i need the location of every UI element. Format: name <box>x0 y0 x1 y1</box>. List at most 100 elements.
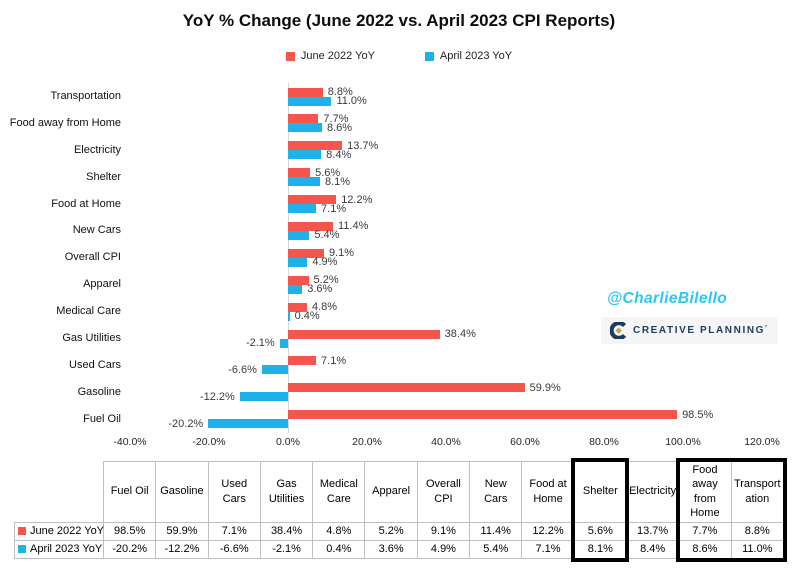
bar-june-2022 <box>288 195 337 205</box>
bar-value-label: 8.8% <box>327 86 353 98</box>
category-label: Apparel <box>83 278 121 291</box>
x-axis-tick: -40.0% <box>113 435 147 448</box>
bar-group: 12.2% 7.1% <box>130 191 785 218</box>
table-cell: -6.6% <box>207 539 261 559</box>
bar-value-label: 5.2% <box>313 274 339 287</box>
table-cell: 8.1% <box>573 539 627 559</box>
bar-value-label: 4.8% <box>311 301 338 314</box>
bar-june-2022 <box>288 302 307 312</box>
table-row-label: June 2022 YoY <box>14 521 104 541</box>
bar-value-label: 5.6% <box>315 166 341 179</box>
x-axis-tick: 60.0% <box>510 435 540 448</box>
table-cell: 11.4% <box>469 521 523 541</box>
bar-june-2022 <box>288 248 324 258</box>
bar-group: 9.1% 4.9% <box>130 244 785 271</box>
table-cell: -2.1% <box>259 539 314 559</box>
legend: June 2022 YoY April 2023 YoY <box>0 50 798 62</box>
x-axis-tick: 100.0% <box>665 435 701 448</box>
legend-item-june: June 2022 YoY <box>285 50 375 62</box>
x-axis-tick: 40.0% <box>431 435 461 448</box>
bar-value-label: 0.4% <box>294 310 320 323</box>
table-cell: 12.2% <box>521 521 575 541</box>
plot-area: 8.8% 11.0% 7.7% 8.6% 13.7% 8.4% 5.6% 8.1% 12.2% 7… <box>130 83 785 433</box>
category-label: Overall CPI <box>64 251 121 264</box>
bar-value-label: 98.5% <box>682 408 714 421</box>
bar-value-label: 7.7% <box>323 112 349 125</box>
legend-label-april: April 2023 YoY <box>439 50 513 62</box>
bar-value-label: -6.6% <box>228 363 257 376</box>
table-cell: 59.9% <box>155 521 209 541</box>
data-table: Fuel Oil Gasoline Used Cars Gas Utilities Me… <box>14 460 785 559</box>
bar-april-2023 <box>288 123 322 133</box>
category-label: Fuel Oil <box>83 412 121 425</box>
table-header-cell: Overall CPI <box>416 460 471 523</box>
bar-june-2022 <box>288 275 309 285</box>
table-header-cell: Food away from Home <box>678 460 732 523</box>
bar-value-label: -2.1% <box>245 337 275 350</box>
table-cell: 11.0% <box>730 539 785 559</box>
table-header-cell: Shelter <box>573 460 627 523</box>
bar-value-label: 7.1% <box>321 354 347 367</box>
table-header-cell: Fuel Oil <box>102 460 157 523</box>
bar-group: 5.6% 8.1% <box>130 164 785 191</box>
x-axis-tick: 0.0% <box>276 435 300 448</box>
table-cell: 13.7% <box>625 521 680 541</box>
category-label: Food at Home <box>51 197 121 210</box>
row-swatch-icon <box>18 545 26 554</box>
bar-june-2022 <box>288 141 343 151</box>
bar-june-2022 <box>288 168 311 178</box>
category-label: Used Cars <box>69 358 121 371</box>
table-cell: 8.4% <box>625 539 680 559</box>
table-corner-cell <box>15 461 104 522</box>
creative-planning-c-icon <box>610 322 627 339</box>
x-axis-tick: 20.0% <box>352 435 382 448</box>
table-cell: 5.4% <box>469 539 523 559</box>
table-header-cell: Transportation <box>730 460 785 523</box>
bar-value-label: -20.2% <box>168 417 204 430</box>
table-cell: 4.8% <box>312 521 366 541</box>
legend-item-april: April 2023 YoY <box>424 50 513 62</box>
table-header-cell: Apparel <box>364 460 418 523</box>
brand-name: CREATIVE PLANNING’ <box>633 325 769 336</box>
x-axis-tick: -20.0% <box>192 435 226 448</box>
legend-label-june: June 2022 YoY <box>300 50 375 62</box>
table-header-cell: Gasoline <box>155 460 209 523</box>
category-label: Medical Care <box>56 305 121 318</box>
table-cell: 7.7% <box>678 521 732 541</box>
bar-value-label: 5.4% <box>314 229 340 242</box>
table-row-label: April 2023 YoY <box>14 539 104 559</box>
table-cell: 3.6% <box>364 539 418 559</box>
bar-june-2022 <box>288 114 319 124</box>
table-header-cell: Electricity <box>625 460 680 523</box>
table-header-cell: Used Cars <box>207 460 261 523</box>
table-row: April 2023 YoY -20.2% -12.2% -6.6% -2.1% 0.4%… <box>14 539 785 559</box>
bar-value-label: 8.4% <box>326 148 352 161</box>
bar-value-label: 13.7% <box>347 139 379 152</box>
bar-value-label: 12.2% <box>341 193 373 206</box>
x-axis-tick: 120.0% <box>744 435 780 448</box>
legend-swatch-june-icon <box>285 51 295 61</box>
bar-april-2023 <box>288 96 332 106</box>
category-label: Gas Utilities <box>62 332 121 345</box>
table-header-cell: Food at Home <box>521 460 575 523</box>
table-header-cell: Medical Care <box>312 460 366 523</box>
bar-value-label: 7.1% <box>321 202 347 215</box>
bar-april-2023 <box>288 150 322 160</box>
table-cell: -12.2% <box>155 539 209 559</box>
bar-group: 38.4% -2.1% <box>130 325 785 352</box>
x-axis-tick: 80.0% <box>589 435 619 448</box>
bar-value-label: 11.0% <box>336 95 367 107</box>
category-axis: Transportation Food away from Home Electri… <box>0 83 130 433</box>
table-row: June 2022 YoY 98.5% 59.9% 7.1% 38.4% 4.8% 5.2%… <box>14 521 785 541</box>
bar-value-label: 38.4% <box>444 328 476 341</box>
category-label: Shelter <box>86 170 121 183</box>
bar-april-2023 <box>239 392 288 402</box>
bar-april-2023 <box>288 257 308 267</box>
bar-april-2023 <box>279 338 288 348</box>
bar-group: 5.2% 3.6% <box>130 271 785 298</box>
bar-value-label: 4.9% <box>312 256 338 269</box>
bar-april-2023 <box>288 311 290 321</box>
row-swatch-icon <box>18 527 26 536</box>
bar-value-label: 59.9% <box>529 381 561 394</box>
